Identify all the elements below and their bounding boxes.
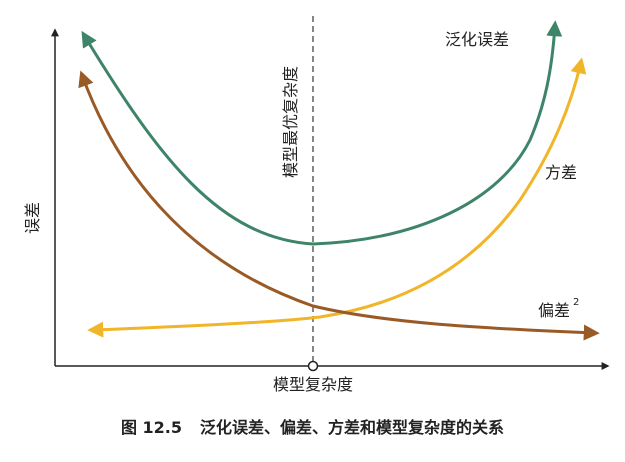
figure-caption-text: 泛化误差、偏差、方差和模型复杂度的关系 <box>200 418 505 437</box>
figure-number: 图 12.5 <box>120 418 183 437</box>
generalization-error-label: 泛化误差 <box>445 30 509 49</box>
bias-curve <box>78 70 600 341</box>
variance-label: 方差 <box>545 163 577 182</box>
bias-label-superscript: 2 <box>573 297 579 308</box>
optimal-complexity-marker <box>307 360 319 372</box>
optimal-complexity-label: 模型最优复杂度 <box>281 66 300 178</box>
x-axis-label: 模型复杂度 <box>273 375 353 394</box>
y-axis-label: 误差 <box>23 202 42 234</box>
variance-curve <box>87 57 587 338</box>
generalization-error-curve <box>81 20 563 246</box>
figure-caption: 图 12.5 泛化误差、偏差、方差和模型复杂度的关系 <box>0 414 625 438</box>
bias-label: 偏差 <box>538 301 570 320</box>
